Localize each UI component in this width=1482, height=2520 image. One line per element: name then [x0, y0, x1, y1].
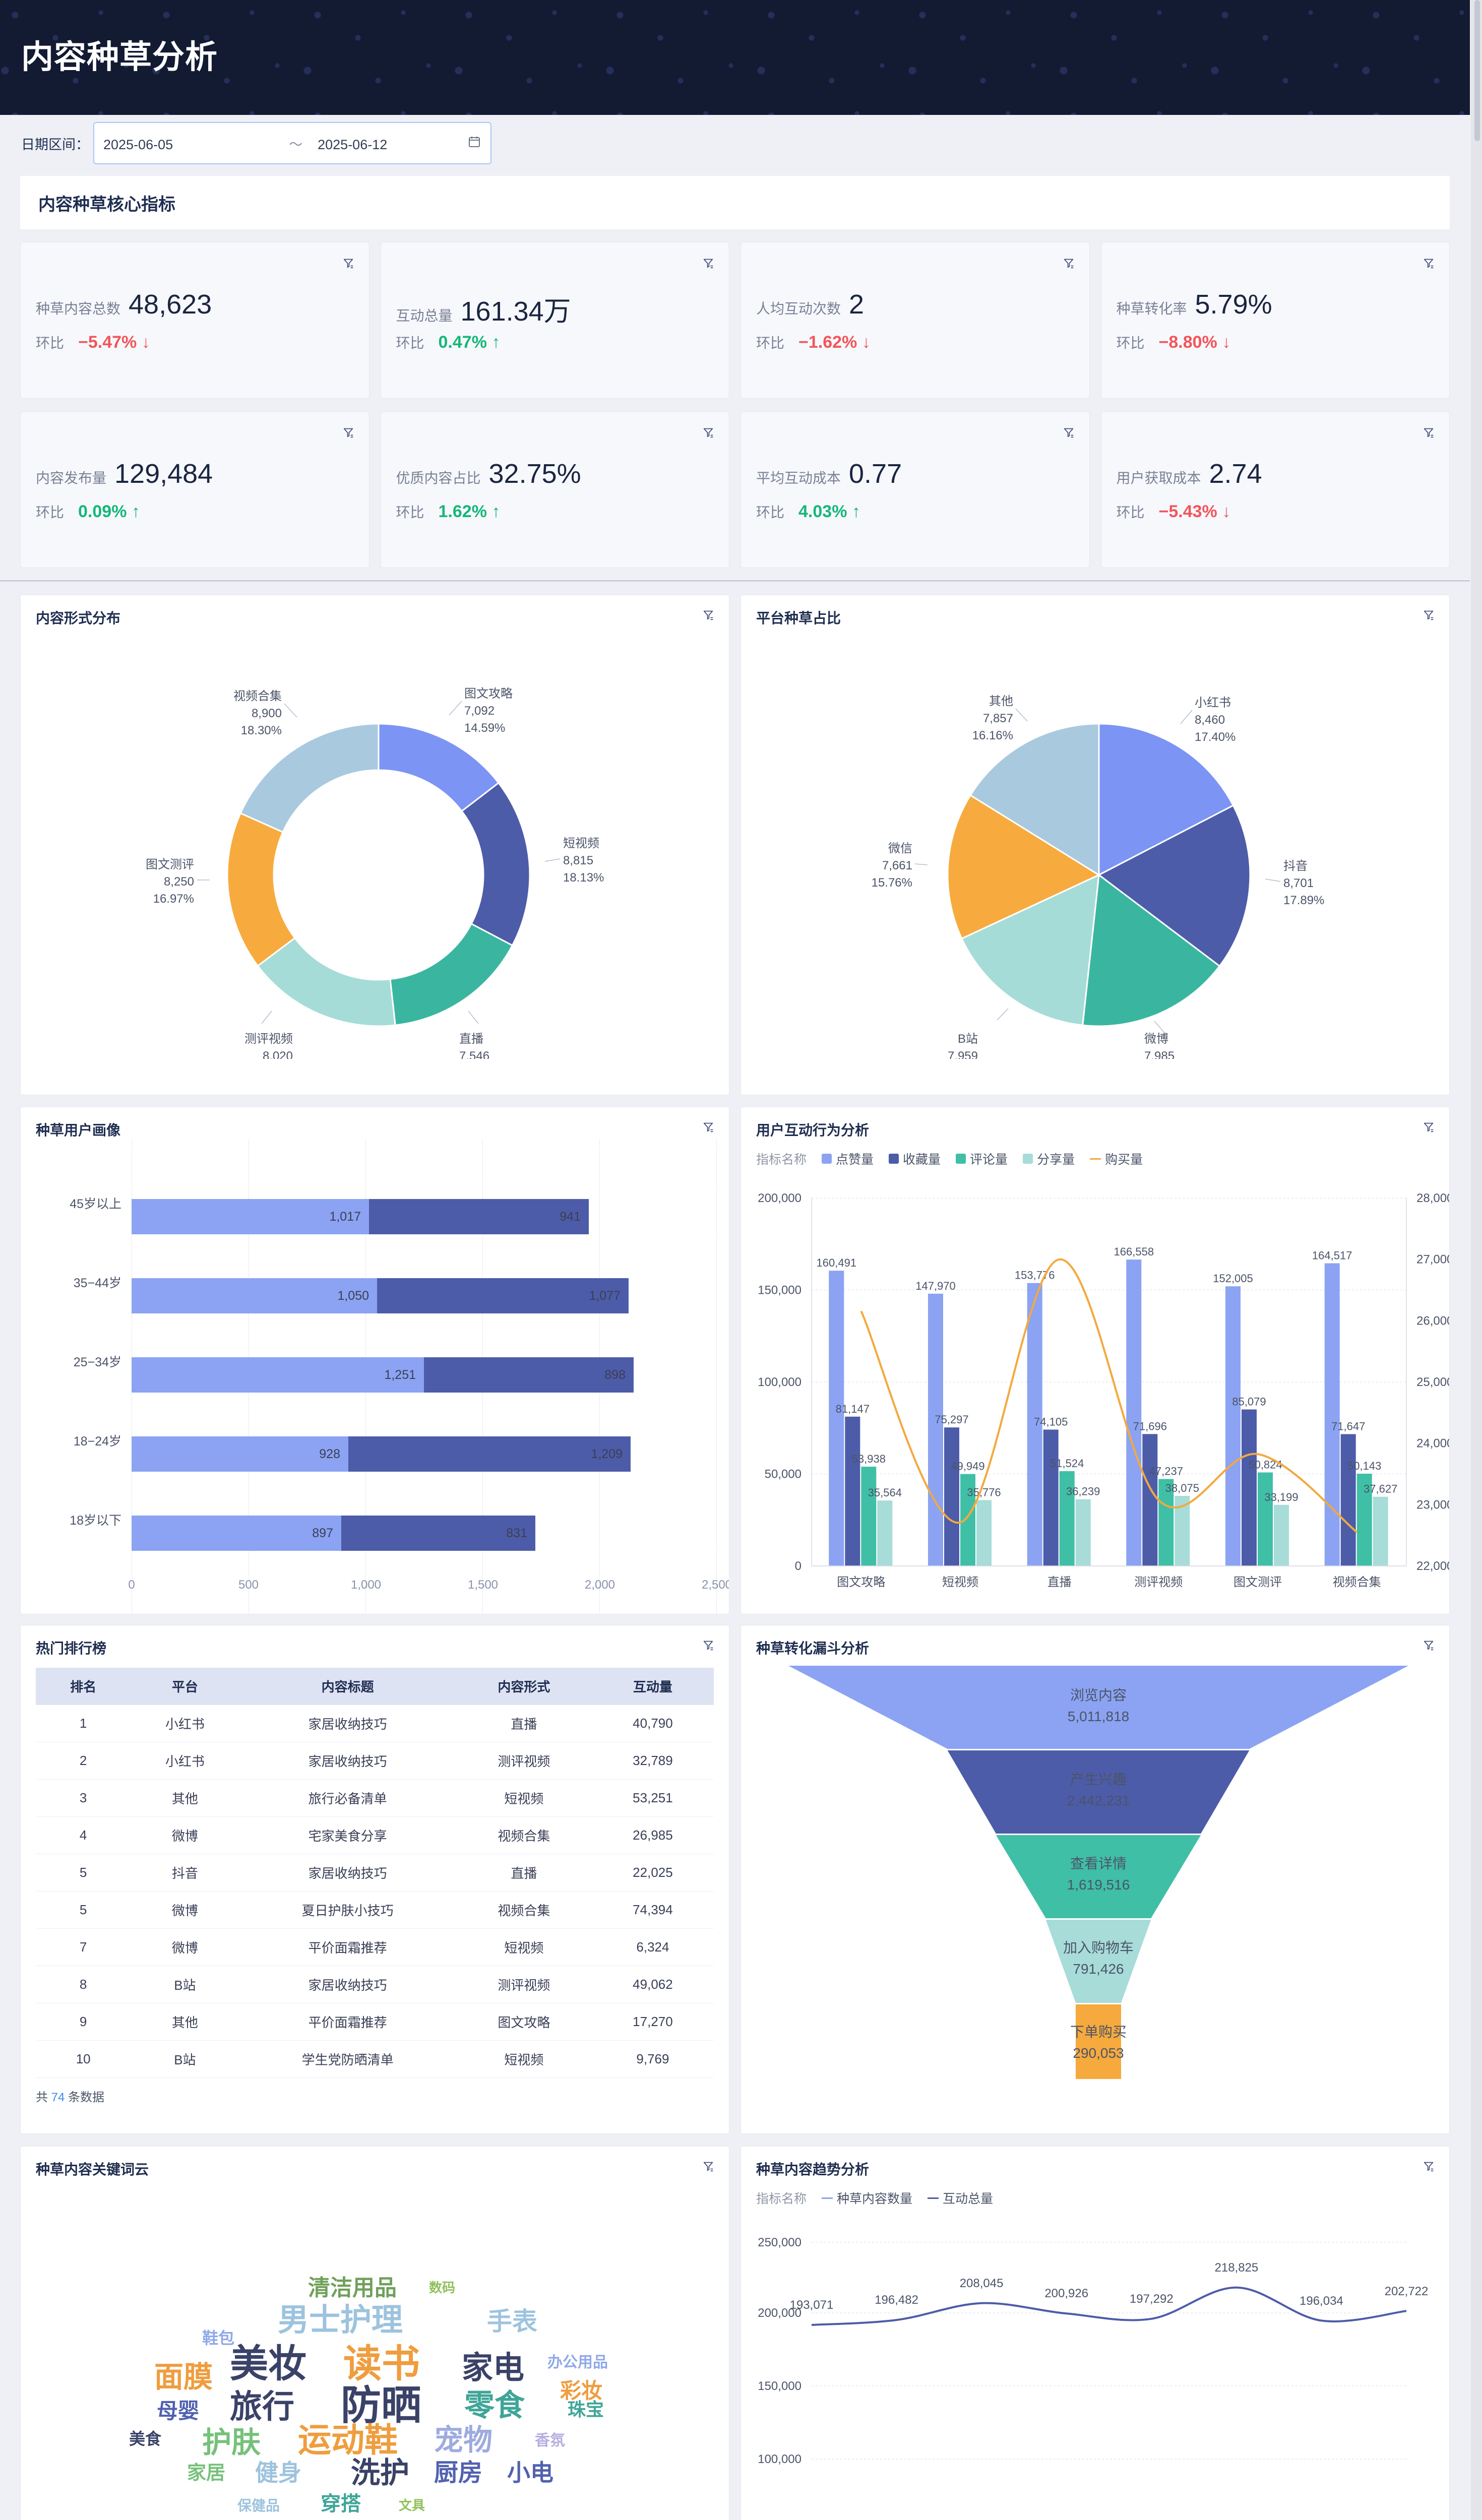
svg-text:8,020: 8,020 — [263, 1049, 293, 1059]
svg-text:71,647: 71,647 — [1331, 1420, 1365, 1433]
svg-text:8,900: 8,900 — [252, 707, 282, 720]
svg-text:74,105: 74,105 — [1034, 1416, 1068, 1428]
svg-text:150,000: 150,000 — [758, 1284, 801, 1297]
svg-text:50,143: 50,143 — [1347, 1460, 1381, 1472]
svg-text:71,696: 71,696 — [1133, 1420, 1167, 1432]
svg-text:图文攻略: 图文攻略 — [837, 1576, 885, 1589]
svg-text:14.59%: 14.59% — [464, 721, 505, 735]
svg-text:7,546: 7,546 — [459, 1049, 489, 1059]
svg-text:51,524: 51,524 — [1050, 1457, 1084, 1470]
svg-text:8,460: 8,460 — [1195, 713, 1225, 727]
svg-text:196,482: 196,482 — [875, 2293, 918, 2307]
svg-text:7,959: 7,959 — [948, 1049, 978, 1059]
svg-text:图文测评: 图文测评 — [1233, 1576, 1282, 1589]
svg-text:7,092: 7,092 — [464, 704, 495, 718]
svg-text:47,237: 47,237 — [1149, 1465, 1183, 1478]
svg-text:B站: B站 — [958, 1032, 978, 1046]
svg-text:33,199: 33,199 — [1264, 1491, 1298, 1503]
svg-text:37,627: 37,627 — [1364, 1483, 1397, 1495]
svg-text:0: 0 — [795, 1559, 801, 1573]
svg-text:5,011,818: 5,011,818 — [1068, 1709, 1130, 1724]
svg-text:100,000: 100,000 — [758, 2452, 801, 2466]
svg-text:16.97%: 16.97% — [153, 892, 194, 906]
svg-text:直播: 直播 — [459, 1032, 483, 1046]
svg-text:微信: 微信 — [888, 842, 912, 855]
svg-text:193,071: 193,071 — [790, 2298, 834, 2312]
svg-text:小红书: 小红书 — [1195, 696, 1231, 710]
svg-text:50,824: 50,824 — [1248, 1459, 1282, 1471]
svg-text:152,005: 152,005 — [1213, 1272, 1253, 1285]
svg-text:2,442,231: 2,442,231 — [1067, 1793, 1130, 1808]
svg-text:8,701: 8,701 — [1283, 876, 1314, 890]
svg-text:791,426: 791,426 — [1073, 1961, 1124, 1977]
svg-text:164,517: 164,517 — [1312, 1249, 1352, 1262]
svg-text:加入购物车: 加入购物车 — [1063, 1940, 1134, 1956]
svg-text:图文测评: 图文测评 — [146, 858, 194, 871]
svg-text:208,045: 208,045 — [960, 2277, 1004, 2290]
svg-text:短视频: 短视频 — [563, 837, 599, 850]
svg-text:测评视频: 测评视频 — [244, 1032, 293, 1046]
svg-text:81,147: 81,147 — [836, 1403, 870, 1415]
svg-text:196,034: 196,034 — [1300, 2294, 1343, 2308]
svg-text:产生兴趣: 产生兴趣 — [1070, 1772, 1127, 1787]
svg-text:150,000: 150,000 — [758, 2379, 801, 2393]
svg-text:浏览内容: 浏览内容 — [1070, 1687, 1127, 1703]
svg-text:18.30%: 18.30% — [241, 724, 282, 737]
svg-text:下单购买: 下单购买 — [1070, 2024, 1127, 2040]
svg-text:49,949: 49,949 — [951, 1460, 984, 1473]
svg-text:200,000: 200,000 — [758, 1191, 801, 1205]
svg-text:28,000: 28,000 — [1416, 1191, 1450, 1205]
svg-text:38,075: 38,075 — [1165, 1482, 1199, 1494]
svg-text:23,000: 23,000 — [1416, 1498, 1450, 1511]
svg-text:166,558: 166,558 — [1114, 1245, 1154, 1258]
svg-text:27,000: 27,000 — [1416, 1253, 1450, 1267]
svg-text:250,000: 250,000 — [758, 2236, 801, 2249]
svg-text:视频合集: 视频合集 — [1333, 1576, 1381, 1589]
svg-text:200,926: 200,926 — [1044, 2287, 1088, 2300]
svg-text:7,857: 7,857 — [983, 712, 1013, 725]
svg-text:16.16%: 16.16% — [972, 729, 1013, 742]
svg-text:35,564: 35,564 — [868, 1486, 902, 1499]
svg-text:197,292: 197,292 — [1130, 2292, 1174, 2306]
svg-text:8,250: 8,250 — [164, 875, 194, 889]
svg-text:短视频: 短视频 — [942, 1576, 978, 1589]
svg-text:35,776: 35,776 — [967, 1486, 1001, 1498]
svg-text:147,970: 147,970 — [915, 1280, 956, 1292]
svg-text:微博: 微博 — [1144, 1032, 1168, 1046]
svg-text:85,079: 85,079 — [1232, 1396, 1266, 1408]
svg-text:17.89%: 17.89% — [1283, 894, 1324, 907]
svg-text:22,000: 22,000 — [1416, 1559, 1450, 1573]
svg-text:直播: 直播 — [1047, 1576, 1072, 1589]
svg-text:18.13%: 18.13% — [563, 871, 604, 885]
svg-text:36,239: 36,239 — [1066, 1485, 1100, 1498]
svg-text:17.40%: 17.40% — [1195, 730, 1236, 744]
svg-text:290,053: 290,053 — [1073, 2045, 1124, 2061]
svg-text:查看详情: 查看详情 — [1070, 1856, 1127, 1871]
svg-text:1,619,516: 1,619,516 — [1067, 1877, 1130, 1893]
svg-text:24,000: 24,000 — [1416, 1437, 1450, 1451]
svg-text:26,000: 26,000 — [1416, 1314, 1450, 1328]
svg-text:图文攻略: 图文攻略 — [464, 687, 513, 701]
svg-text:202,722: 202,722 — [1385, 2285, 1429, 2298]
svg-text:测评视频: 测评视频 — [1134, 1576, 1183, 1589]
svg-text:218,825: 218,825 — [1215, 2261, 1259, 2275]
svg-text:25,000: 25,000 — [1416, 1375, 1450, 1389]
svg-text:53,938: 53,938 — [852, 1453, 886, 1465]
svg-text:50,000: 50,000 — [765, 1468, 801, 1481]
svg-text:8,815: 8,815 — [563, 854, 593, 867]
svg-text:153,776: 153,776 — [1015, 1269, 1055, 1282]
svg-text:7,985: 7,985 — [1144, 1049, 1175, 1059]
svg-text:7,661: 7,661 — [882, 859, 912, 872]
svg-text:75,297: 75,297 — [935, 1413, 968, 1426]
svg-text:100,000: 100,000 — [758, 1375, 801, 1389]
svg-text:15.76%: 15.76% — [872, 876, 912, 890]
svg-text:视频合集: 视频合集 — [233, 689, 282, 703]
svg-text:其他: 其他 — [989, 695, 1013, 708]
svg-text:160,491: 160,491 — [817, 1256, 857, 1269]
svg-text:抖音: 抖音 — [1283, 859, 1308, 873]
